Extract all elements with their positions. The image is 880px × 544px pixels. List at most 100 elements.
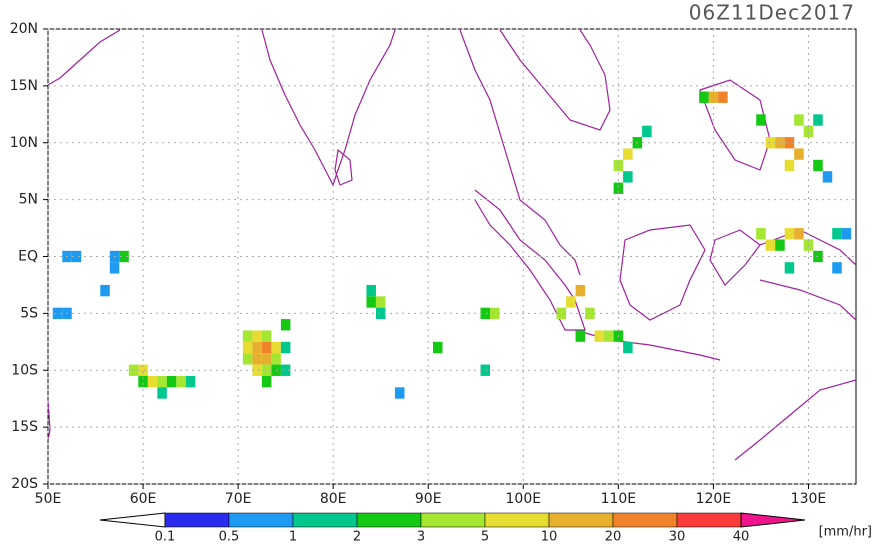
rain-cell [813, 114, 823, 126]
rain-cell [832, 228, 842, 240]
colorbar-box [612, 512, 678, 528]
lon-tick-label: 60E [130, 491, 157, 507]
rain-cell [594, 330, 605, 342]
lon-tick-label: 130E [791, 491, 827, 507]
colorbar-low-arrow [99, 512, 166, 528]
rain-cell [784, 137, 795, 149]
rain-cell [261, 364, 272, 376]
rain-cell [708, 91, 719, 103]
lat-tick-label: 15N [10, 78, 38, 94]
rain-cell [718, 91, 728, 103]
lon-tick-label: 90E [415, 491, 442, 507]
rain-cell [157, 387, 167, 399]
colorbar-box [164, 512, 230, 528]
rain-cell [604, 330, 614, 342]
rain-cell [832, 262, 842, 274]
rain-cell [185, 375, 196, 388]
rain-cell [261, 330, 272, 342]
lat-tick-label: 10S [11, 362, 38, 378]
rain-cell [699, 91, 709, 103]
rain-cell [575, 284, 586, 297]
lon-tick-label: 100E [506, 491, 542, 507]
rain-cell [813, 159, 823, 172]
rain-cell [166, 375, 177, 388]
rain-cell [394, 387, 405, 399]
colorbar-label: 30 [669, 530, 686, 544]
rain-cell [242, 330, 253, 342]
rain-cell [756, 114, 766, 126]
colorbar-box [676, 512, 742, 528]
lat-tick-label: 15S [11, 419, 38, 435]
colorbar-high-arrow [740, 512, 806, 528]
rain-cell [366, 296, 376, 308]
rain-cell [375, 307, 386, 320]
lat-tick-label: 5N [19, 192, 38, 208]
rain-cell [280, 364, 291, 376]
rain-cell [147, 375, 158, 388]
rain-cell [252, 330, 262, 342]
rain-cell [242, 341, 253, 354]
colorbar-label: 20 [605, 530, 622, 544]
rain-cell [252, 341, 262, 354]
rain-cell [242, 353, 253, 365]
rain-cell [566, 296, 576, 308]
lat-tick-label: EQ [18, 249, 38, 265]
rain-cell [109, 262, 120, 274]
colorbar-label: 3 [417, 530, 425, 544]
rain-cell [794, 114, 804, 126]
rain-cell [775, 137, 785, 149]
colorbar-box [356, 512, 422, 528]
rain-cell [252, 353, 262, 365]
rain-cell [784, 159, 795, 172]
rain-cell [52, 307, 63, 320]
rain-cell [271, 341, 281, 354]
lat-tick-label: 10N [10, 135, 38, 151]
lon-tick-label: 50E [35, 491, 62, 507]
rain-cell [375, 296, 386, 308]
colorbar-label: 1 [289, 530, 297, 544]
rain-cell [280, 341, 291, 354]
axes: 50E 60E 70E 80E 90E 100E 110E 120E 130E 20N 15N 10N… [10, 21, 856, 507]
rain-cell [784, 228, 795, 240]
rain-cell [480, 307, 491, 320]
rain-cell [794, 148, 804, 160]
lat-tick-label: 5S [20, 305, 38, 321]
rain-cell [261, 375, 272, 388]
rain-cell [271, 353, 281, 365]
colorbar-label: 2 [353, 530, 361, 544]
rain-cell [157, 375, 167, 388]
rain-cell [119, 250, 129, 263]
colorbar-box [228, 512, 294, 528]
lon-tick-label: 70E [225, 491, 252, 507]
rain-cell [280, 319, 291, 331]
lat-tick-label: 20N [10, 21, 38, 37]
rain-cell [623, 148, 633, 160]
rain-cell [252, 364, 262, 376]
lon-tick-label: 110E [601, 491, 637, 507]
colorbar-label: 10 [541, 530, 558, 544]
rain-cell [623, 171, 633, 183]
rain-cell [138, 375, 148, 388]
rain-cell [756, 228, 766, 240]
rain-cell [261, 341, 272, 354]
rain-cell [765, 239, 776, 251]
lon-tick-label: 120E [696, 491, 732, 507]
rain-cell [176, 375, 186, 388]
rain-cell [613, 159, 624, 172]
rain-cell [556, 307, 567, 320]
rain-cell [794, 228, 804, 240]
lat-tick-label: 20S [11, 476, 38, 492]
colorbar: 0.1 0.5 1 2 3 5 10 20 30 40 [mm/hr] [99, 512, 872, 544]
rain-cell [100, 284, 110, 297]
rain-cell [623, 341, 633, 354]
colorbar-box [484, 512, 550, 528]
rain-cell [775, 239, 785, 251]
colorbar-label: 0.1 [155, 530, 176, 544]
colorbar-box [292, 512, 358, 528]
rain-cell [71, 250, 82, 263]
colorbar-label: 5 [481, 530, 489, 544]
colorbar-label: 40 [733, 530, 750, 544]
rain-cell [841, 228, 852, 240]
map-title: 06Z11Dec2017 [689, 1, 855, 25]
coastlines [47, 29, 857, 461]
